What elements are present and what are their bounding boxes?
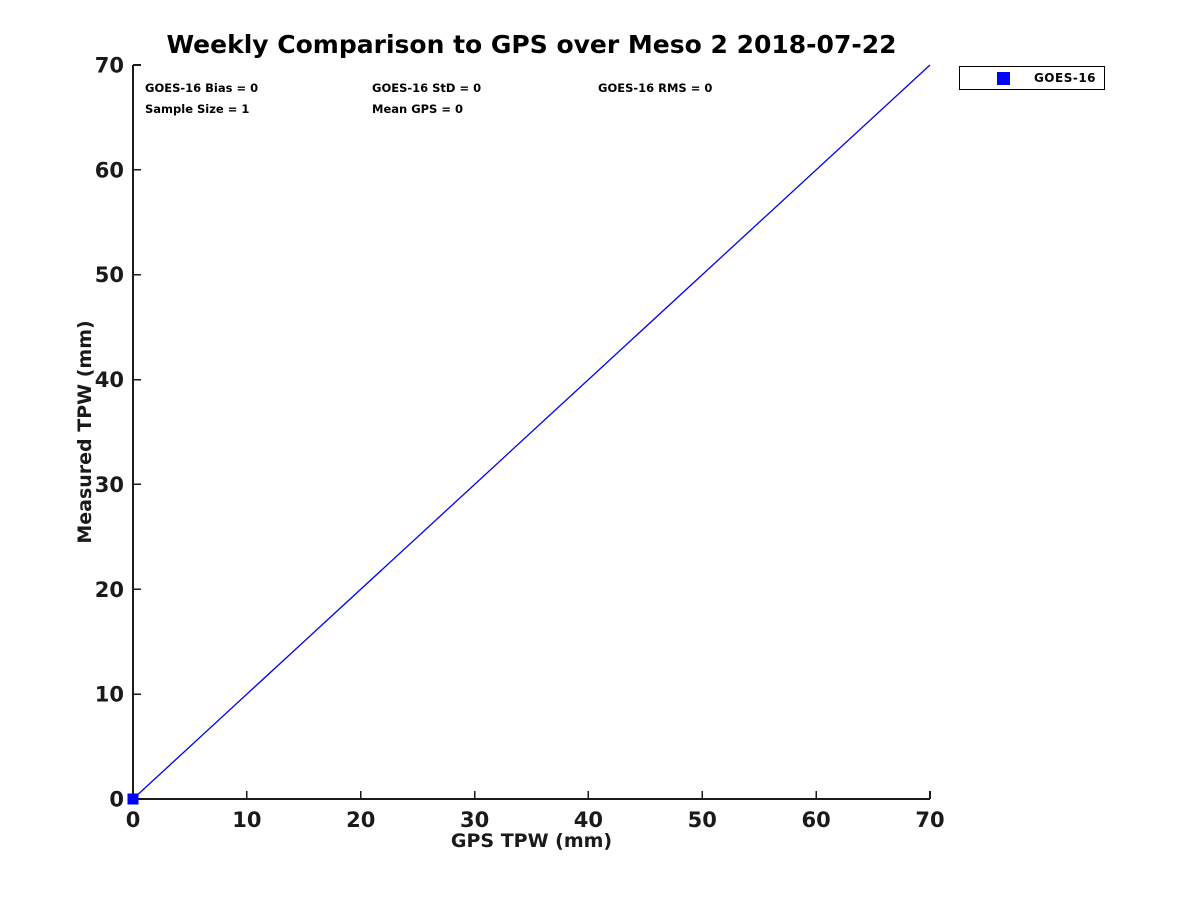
y-tick-label: 30: [95, 473, 124, 497]
y-axis-label: Measured TPW (mm): [74, 320, 96, 544]
y-tick-label: 70: [95, 54, 124, 78]
x-tick-label: 60: [802, 808, 831, 832]
data-point-marker: [127, 793, 139, 805]
data-line-goes-16: [132, 64, 931, 800]
x-tick-label: 30: [460, 808, 489, 832]
chart-title: Weekly Comparison to GPS over Meso 2 201…: [166, 30, 897, 59]
y-tick-label: 10: [95, 683, 124, 707]
x-tick-label: 40: [574, 808, 603, 832]
stat-sample-size: Sample Size = 1: [145, 102, 250, 116]
stat-std: GOES-16 StD = 0: [372, 81, 482, 95]
x-tick-label: 0: [126, 808, 141, 832]
stat-rms: GOES-16 RMS = 0: [598, 81, 713, 95]
legend-label: GOES-16: [1033, 71, 1097, 85]
x-tick-label: 50: [688, 808, 717, 832]
y-tick-label: 0: [109, 788, 124, 812]
x-axis-label: GPS TPW (mm): [450, 830, 613, 852]
stat-bias: GOES-16 Bias = 0: [145, 81, 259, 95]
x-tick-label: 20: [346, 808, 375, 832]
x-tick-label: 10: [232, 808, 261, 832]
stat-mean-gps: Mean GPS = 0: [372, 102, 463, 116]
y-tick-label: 50: [95, 263, 124, 287]
legend: GOES-16: [959, 66, 1105, 90]
y-tick-label: 20: [95, 578, 124, 602]
y-tick-label: 40: [95, 368, 124, 392]
legend-marker-square-icon: [997, 71, 1010, 85]
x-tick-label: 70: [915, 808, 944, 832]
y-tick-label: 60: [95, 158, 124, 182]
